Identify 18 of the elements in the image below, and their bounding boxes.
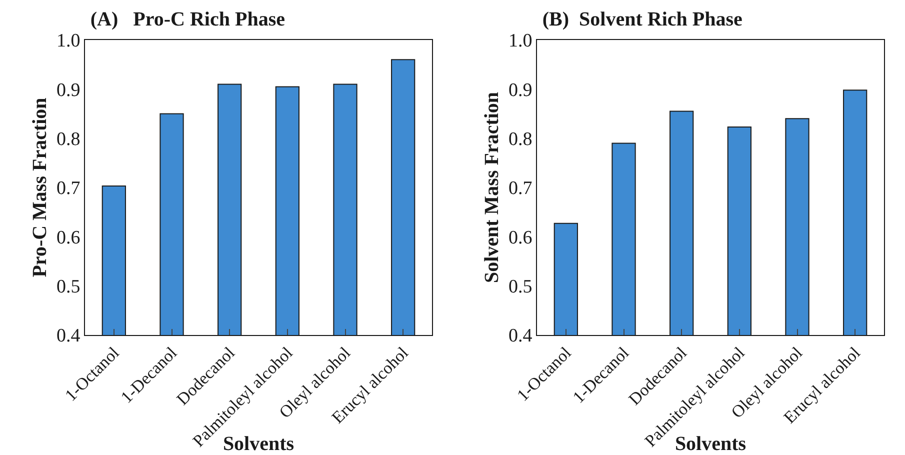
- chart-title: (B) Solvent Rich Phase: [542, 8, 743, 30]
- y-tick-label: 0.9: [56, 80, 80, 101]
- y-tick-label: 0.8: [56, 128, 80, 150]
- y-axis-title: Pro-C Mass Fraction: [28, 98, 51, 278]
- y-tick-label: 0.8: [508, 128, 532, 150]
- y-tick-label: 1.0: [56, 30, 80, 52]
- y-axis-title: Solvent Mass Fraction: [480, 92, 503, 284]
- y-tick-label: 0.7: [56, 178, 80, 200]
- y-tick-label: 0.9: [508, 80, 532, 101]
- y-tick-label: 0.5: [508, 276, 532, 298]
- y-tick-label: 0.6: [508, 227, 532, 248]
- chart-title: (A) Pro-C Rich Phase: [90, 8, 286, 30]
- y-tick-label: 0.4: [508, 326, 533, 347]
- y-tick-label: 0.5: [56, 276, 80, 298]
- y-tick-label: 0.7: [508, 178, 532, 200]
- y-tick-label: 1.0: [508, 30, 532, 52]
- y-tick-label: 0.6: [56, 227, 80, 248]
- y-tick-label: 0.4: [56, 326, 81, 347]
